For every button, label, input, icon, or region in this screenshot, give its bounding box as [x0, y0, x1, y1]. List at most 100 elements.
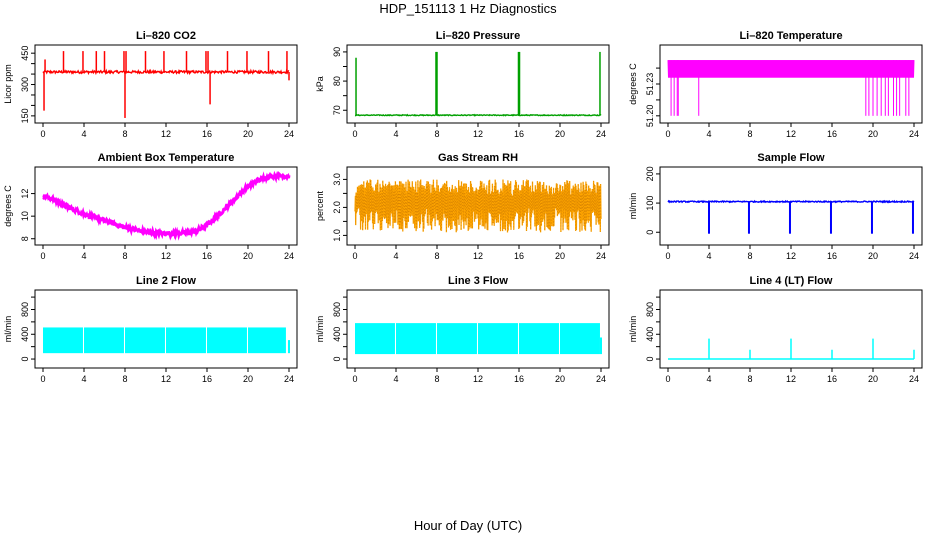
x-tick-label: 0 — [665, 251, 670, 261]
flow-block — [478, 323, 518, 355]
chart-panel-9: Line 4 (LT) Flow 0 4 8 12 16 20 24 0 400 800 ml/min — [628, 275, 923, 384]
x-tick-label: 12 — [473, 251, 483, 261]
panel-title: Sample Flow — [757, 152, 825, 164]
series-line-overlay — [354, 179, 602, 233]
y-tick-label: 450 — [20, 46, 30, 61]
x-tick-label: 16 — [514, 251, 524, 261]
panel-title: Line 2 Flow — [136, 275, 196, 287]
x-tick-label: 12 — [786, 129, 796, 139]
x-tick-label: 8 — [747, 374, 752, 384]
x-tick-label: 20 — [243, 374, 253, 384]
series-line — [42, 68, 290, 76]
x-tick-label: 12 — [473, 374, 483, 384]
flow-block — [437, 323, 477, 355]
x-tick-label: 4 — [393, 129, 398, 139]
y-tick-label: 51.20 — [645, 105, 655, 128]
series-line — [667, 199, 915, 204]
x-tick-label: 20 — [555, 251, 565, 261]
flow-block — [599, 337, 602, 355]
y-tick-label: 0 — [332, 357, 342, 362]
x-tick-label: 8 — [747, 251, 752, 261]
flow-block — [355, 323, 395, 355]
x-tick-label: 24 — [909, 374, 919, 384]
y-axis-label: Licor ppm — [3, 64, 13, 104]
x-tick-label: 12 — [473, 129, 483, 139]
x-tick-label: 8 — [434, 129, 439, 139]
x-tick-label: 12 — [161, 374, 171, 384]
x-tick-label: 4 — [81, 251, 86, 261]
x-tick-label: 16 — [514, 129, 524, 139]
y-tick-label: 200 — [645, 166, 655, 181]
x-tick-label: 20 — [868, 129, 878, 139]
flow-block — [125, 327, 165, 354]
series-line — [42, 170, 291, 241]
x-tick-label: 16 — [827, 251, 837, 261]
panel-title: Gas Stream RH — [438, 152, 518, 164]
x-tick-label: 16 — [514, 374, 524, 384]
y-tick-label: 1.0 — [332, 229, 342, 242]
x-tick-label: 16 — [827, 374, 837, 384]
chart-panel-3: Li–820 Temperature 0 4 8 12 16 20 24 51.20 51.23 d… — [628, 30, 923, 139]
x-tick-label: 8 — [122, 374, 127, 384]
x-tick-label: 0 — [352, 129, 357, 139]
chart-panel-8: Line 3 Flow 0 4 8 12 16 20 24 0 400 800 ml/min — [315, 275, 610, 384]
x-tick-label: 4 — [393, 374, 398, 384]
x-tick-label: 20 — [868, 374, 878, 384]
x-tick-label: 12 — [786, 374, 796, 384]
x-tick-label: 16 — [202, 129, 212, 139]
x-tick-label: 4 — [81, 129, 86, 139]
y-tick-label: 3.0 — [332, 173, 342, 186]
x-tick-label: 4 — [706, 251, 711, 261]
y-tick-label: 800 — [332, 302, 342, 317]
x-tick-label: 4 — [706, 129, 711, 139]
y-tick-label: 8 — [20, 236, 30, 241]
chart-panel-7: Line 2 Flow 0 4 8 12 16 20 24 0 400 800 ml/min — [3, 275, 298, 384]
y-tick-label: 800 — [645, 302, 655, 317]
flow-block — [287, 340, 290, 354]
x-tick-label: 24 — [909, 129, 919, 139]
x-tick-label: 20 — [243, 129, 253, 139]
y-tick-label: 100 — [645, 196, 655, 211]
flow-block — [519, 323, 559, 355]
x-tick-label: 24 — [596, 374, 606, 384]
y-tick-label: 90 — [332, 47, 342, 57]
x-tick-label: 20 — [555, 374, 565, 384]
chart-panel-1: Li–820 CO2 0 4 8 12 16 20 24 150 300 450 Licor ppm — [3, 30, 298, 139]
x-tick-label: 16 — [827, 129, 837, 139]
y-axis-label: ml/min — [315, 316, 325, 343]
flow-block — [43, 327, 83, 354]
data-layer — [668, 338, 915, 360]
x-tick-label: 12 — [786, 251, 796, 261]
series-line — [354, 113, 602, 117]
y-tick-label: 300 — [20, 77, 30, 92]
data-layer — [667, 199, 915, 234]
y-axis-label: percent — [315, 190, 325, 221]
x-tick-label: 24 — [596, 251, 606, 261]
flow-block — [560, 323, 600, 355]
x-tick-label: 0 — [665, 129, 670, 139]
chart-panel-4: Ambient Box Temperature 0 4 8 12 16 20 24 8 10 12 d… — [3, 152, 298, 261]
plot-frame — [659, 44, 923, 124]
data-layer — [42, 51, 290, 118]
x-tick-label: 24 — [284, 374, 294, 384]
x-tick-label: 24 — [284, 129, 294, 139]
page-title: HDP_151113 1 Hz Diagnostics — [379, 1, 557, 16]
x-tick-label: 12 — [161, 251, 171, 261]
plot-frame — [346, 44, 610, 124]
x-tick-label: 20 — [243, 251, 253, 261]
x-tick-label: 0 — [40, 129, 45, 139]
y-axis-label: kPa — [315, 76, 325, 92]
chart-panel-5: Gas Stream RH 0 4 8 12 16 20 24 1.0 2.0 3.0 percent — [315, 152, 610, 261]
x-tick-label: 8 — [122, 251, 127, 261]
plot-frame — [659, 166, 923, 246]
flow-block — [207, 327, 247, 354]
y-tick-label: 80 — [332, 76, 342, 86]
y-tick-label: 0 — [20, 357, 30, 362]
plot-frame — [34, 44, 298, 124]
y-tick-label: 0 — [645, 230, 655, 235]
x-tick-label: 0 — [352, 374, 357, 384]
x-tick-label: 4 — [81, 374, 86, 384]
y-tick-label: 800 — [20, 302, 30, 317]
x-tick-label: 20 — [868, 251, 878, 261]
